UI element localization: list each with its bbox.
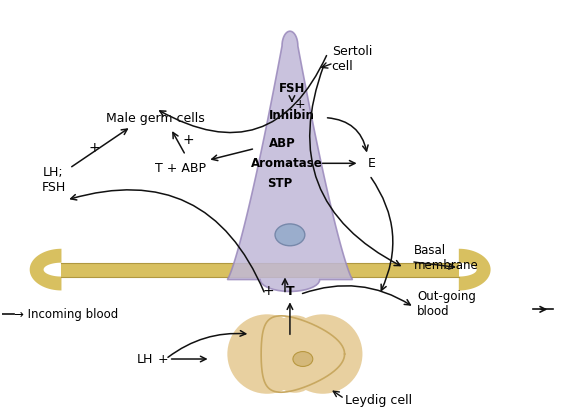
Text: E: E — [368, 157, 375, 170]
Text: STP: STP — [268, 177, 293, 190]
Text: T: T — [285, 285, 294, 298]
Text: Out-going
blood: Out-going blood — [417, 290, 476, 318]
Text: T + ABP: T + ABP — [155, 162, 206, 175]
Ellipse shape — [228, 314, 307, 394]
Text: Basal
membrane: Basal membrane — [414, 244, 479, 272]
Text: FSH: FSH — [279, 82, 305, 95]
Text: LH;
FSH: LH; FSH — [42, 166, 66, 194]
Polygon shape — [228, 31, 352, 291]
Bar — [61, 262, 459, 276]
Ellipse shape — [275, 224, 305, 246]
Text: +: + — [262, 284, 274, 299]
Text: Leydig cell: Leydig cell — [345, 394, 412, 407]
Text: ABP: ABP — [269, 137, 296, 150]
Text: Male germ cells: Male germ cells — [106, 112, 205, 125]
Polygon shape — [30, 249, 61, 291]
Ellipse shape — [293, 352, 313, 367]
Text: +: + — [294, 98, 305, 111]
Ellipse shape — [283, 314, 362, 394]
Text: +: + — [183, 134, 194, 147]
Text: +: + — [157, 352, 168, 365]
Text: Inhibin: Inhibin — [269, 109, 315, 122]
Ellipse shape — [265, 315, 325, 393]
Text: Sertoli
cell: Sertoli cell — [332, 45, 372, 73]
Text: → Incoming blood: → Incoming blood — [14, 308, 118, 321]
Text: +: + — [88, 142, 100, 155]
Text: LH: LH — [137, 352, 153, 365]
Polygon shape — [459, 249, 491, 291]
Text: Aromatase: Aromatase — [251, 157, 323, 170]
